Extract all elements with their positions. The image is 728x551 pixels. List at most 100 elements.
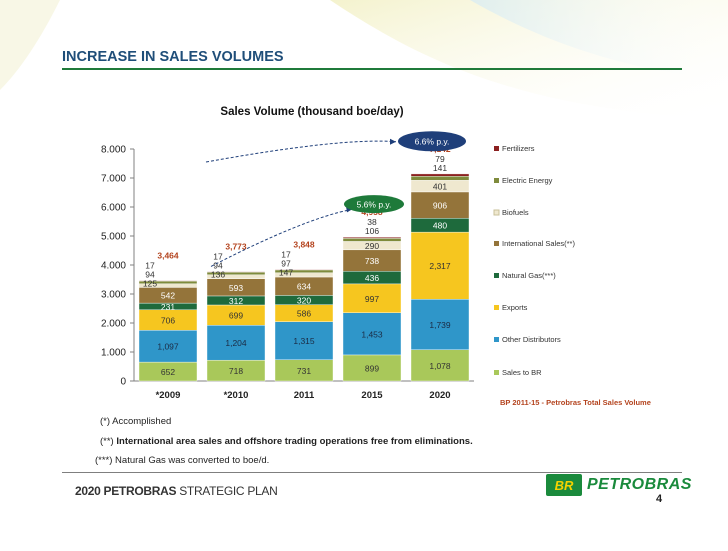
growth-label: 5.6% p.y. bbox=[357, 200, 392, 210]
legend-swatch bbox=[494, 273, 499, 278]
y-tick-label: 1.000 bbox=[101, 348, 126, 359]
data-label: 106 bbox=[365, 226, 379, 236]
legend-label: Other Distributors bbox=[502, 335, 561, 344]
x-tick-label: 2015 bbox=[361, 390, 383, 401]
x-tick-label: *2009 bbox=[156, 390, 181, 401]
growth-arrowhead bbox=[390, 138, 396, 145]
data-label: 593 bbox=[229, 283, 243, 293]
legend-label: Exports bbox=[502, 303, 528, 312]
data-label: 699 bbox=[229, 311, 243, 321]
legend-swatch bbox=[494, 305, 499, 310]
data-label: 38 bbox=[367, 217, 377, 227]
footnote-natural-gas: (***) Natural Gas was converted to boe/d… bbox=[95, 455, 270, 466]
bar-segment bbox=[410, 299, 470, 350]
footnote-international: (**) International area sales and offsho… bbox=[100, 436, 473, 447]
data-label: 94 bbox=[213, 261, 223, 271]
x-tick-label: 2020 bbox=[429, 390, 450, 401]
bar-segment bbox=[206, 271, 266, 273]
legend-label: Natural Gas(***) bbox=[502, 271, 556, 280]
data-label: 79 bbox=[435, 154, 445, 164]
data-label: 738 bbox=[365, 256, 379, 266]
growth-badge bbox=[398, 131, 466, 152]
legend-label: Electric Energy bbox=[502, 176, 553, 185]
y-tick-label: 0 bbox=[120, 377, 126, 388]
data-label: 17 bbox=[145, 261, 155, 271]
x-tick-label: *2010 bbox=[224, 390, 249, 401]
data-label: 731 bbox=[297, 366, 311, 376]
data-label: 125 bbox=[143, 279, 157, 289]
data-label: 480 bbox=[433, 221, 447, 231]
footer-divider bbox=[62, 472, 682, 473]
data-label: 147 bbox=[279, 267, 293, 277]
total-label: 3,848 bbox=[293, 239, 315, 249]
bar-segment bbox=[342, 312, 402, 356]
legend-swatch bbox=[494, 241, 499, 246]
logo-wordmark: PETROBRAS bbox=[587, 476, 692, 493]
bar-segment bbox=[274, 269, 334, 271]
growth-label: 6.6% p.y. bbox=[415, 137, 450, 147]
data-label: 1,739 bbox=[429, 320, 451, 330]
footnote-international-text: International area sales and offshore tr… bbox=[116, 436, 473, 447]
data-label: 634 bbox=[297, 282, 311, 292]
legend-swatch bbox=[494, 370, 499, 375]
legend-label: Sales to BR bbox=[502, 368, 542, 377]
slide-title: INCREASE IN SALES VOLUMES bbox=[62, 49, 284, 65]
legend-label: Biofuels bbox=[502, 208, 529, 217]
data-label: 906 bbox=[433, 201, 447, 211]
data-label: 542 bbox=[161, 291, 175, 301]
petrobras-logo: BR PETROBRAS bbox=[546, 472, 692, 498]
page-number: 4 bbox=[656, 493, 663, 505]
legend-swatch bbox=[494, 178, 499, 183]
source-note: BP 2011-15 - Petrobras Total Sales Volum… bbox=[500, 398, 651, 407]
growth-badge bbox=[344, 195, 404, 214]
y-tick-label: 5.000 bbox=[101, 232, 126, 243]
data-label: 899 bbox=[365, 363, 379, 373]
data-label: 231 bbox=[161, 302, 175, 312]
data-label: 997 bbox=[365, 294, 379, 304]
legend-swatch bbox=[494, 337, 499, 342]
bar-segment bbox=[206, 325, 266, 361]
footnote-international-prefix: (**) bbox=[100, 436, 117, 447]
title-divider bbox=[62, 68, 682, 70]
data-label: 1,204 bbox=[225, 338, 247, 348]
growth-arrow bbox=[205, 140, 397, 163]
footnote-accomplished: (*) Accomplished bbox=[100, 416, 172, 427]
growth-arrow bbox=[210, 208, 353, 267]
plan-normal: STRATEGIC PLAN bbox=[176, 484, 278, 498]
br-logo-icon: BR bbox=[546, 474, 582, 496]
legend-swatch bbox=[494, 146, 499, 151]
data-label: 1,097 bbox=[157, 342, 179, 352]
y-tick-label: 4.000 bbox=[101, 261, 126, 272]
y-tick-label: 3.000 bbox=[101, 290, 126, 301]
total-label: 3,464 bbox=[157, 251, 179, 261]
total-label: 3,773 bbox=[225, 242, 247, 252]
data-label: 290 bbox=[365, 241, 379, 251]
bar-segment bbox=[138, 280, 198, 282]
data-label: 17 bbox=[213, 252, 223, 262]
bar-segment bbox=[274, 321, 334, 361]
data-label: 1,078 bbox=[429, 361, 451, 371]
plan-bold: 2020 PETROBRAS bbox=[75, 484, 177, 498]
data-label: 2,317 bbox=[429, 261, 451, 271]
bar-segment bbox=[342, 283, 402, 313]
y-tick-label: 2.000 bbox=[101, 319, 126, 330]
data-label: 320 bbox=[297, 296, 311, 306]
data-label: 141 bbox=[433, 163, 447, 173]
data-label: 436 bbox=[365, 273, 379, 283]
y-tick-label: 8.000 bbox=[101, 145, 126, 156]
legend-swatch bbox=[493, 209, 500, 216]
data-label: 97 bbox=[281, 258, 291, 268]
data-label: 1,453 bbox=[361, 329, 383, 339]
data-label: 718 bbox=[229, 366, 243, 376]
bar-segment bbox=[342, 354, 402, 382]
y-tick-label: 6.000 bbox=[101, 203, 126, 214]
data-label: 652 bbox=[161, 367, 175, 377]
strategic-plan-label: 2020 PETROBRAS STRATEGIC PLAN bbox=[75, 484, 278, 498]
y-tick-label: 7.000 bbox=[101, 174, 126, 185]
bar-segment bbox=[138, 330, 198, 363]
data-label: 17 bbox=[281, 249, 291, 259]
data-label: 706 bbox=[161, 316, 175, 326]
bar-segment bbox=[342, 237, 402, 239]
chart-title: Sales Volume (thousand boe/day) bbox=[220, 106, 403, 118]
